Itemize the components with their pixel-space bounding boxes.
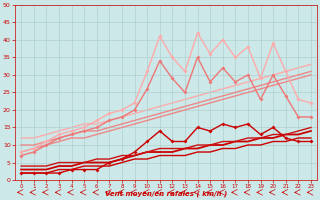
X-axis label: Vent moyen/en rafales ( km/h ): Vent moyen/en rafales ( km/h ) <box>105 191 227 197</box>
